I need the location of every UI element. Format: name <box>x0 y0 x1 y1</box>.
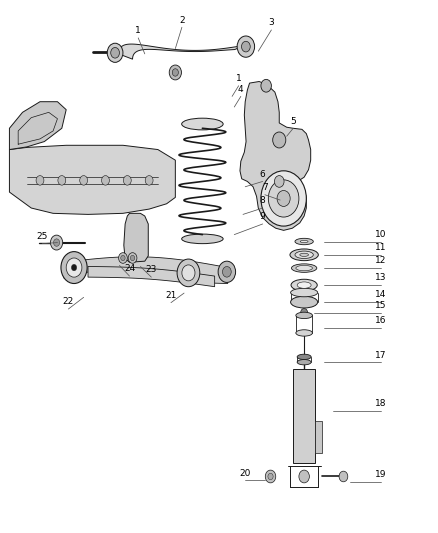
Text: 14: 14 <box>375 290 386 300</box>
Ellipse shape <box>182 118 223 130</box>
Polygon shape <box>10 102 66 150</box>
Circle shape <box>66 258 82 277</box>
Circle shape <box>300 309 307 317</box>
Text: 5: 5 <box>290 117 296 126</box>
Text: 1: 1 <box>236 74 241 83</box>
Polygon shape <box>88 266 215 287</box>
Text: 7: 7 <box>262 183 268 192</box>
Text: 25: 25 <box>36 232 48 241</box>
Ellipse shape <box>300 240 308 243</box>
Text: 21: 21 <box>165 291 177 300</box>
Ellipse shape <box>296 265 312 271</box>
Ellipse shape <box>291 279 317 291</box>
Text: 15: 15 <box>375 301 386 310</box>
Ellipse shape <box>295 251 313 259</box>
Ellipse shape <box>297 360 311 365</box>
Text: 6: 6 <box>260 170 265 179</box>
Circle shape <box>339 471 348 482</box>
Bar <box>293 368 315 463</box>
Circle shape <box>261 79 272 92</box>
Text: 4: 4 <box>238 85 244 94</box>
Ellipse shape <box>182 234 223 244</box>
Polygon shape <box>119 44 244 59</box>
Ellipse shape <box>290 249 318 261</box>
Text: 13: 13 <box>375 273 386 282</box>
Circle shape <box>131 255 135 261</box>
Bar <box>315 421 322 453</box>
Circle shape <box>172 69 178 76</box>
Circle shape <box>36 175 44 185</box>
Ellipse shape <box>295 238 313 245</box>
Circle shape <box>124 175 131 185</box>
Circle shape <box>268 180 299 217</box>
Circle shape <box>237 36 254 57</box>
Polygon shape <box>124 213 148 262</box>
Circle shape <box>169 65 181 80</box>
Text: 8: 8 <box>260 196 265 205</box>
Circle shape <box>223 266 231 277</box>
Ellipse shape <box>296 312 312 319</box>
Circle shape <box>268 473 273 480</box>
Circle shape <box>58 175 66 185</box>
Circle shape <box>128 253 137 263</box>
Circle shape <box>102 175 110 185</box>
Circle shape <box>80 175 88 185</box>
Ellipse shape <box>290 288 318 297</box>
Circle shape <box>145 175 153 185</box>
Circle shape <box>71 264 77 271</box>
Circle shape <box>121 255 125 261</box>
Ellipse shape <box>296 330 312 336</box>
Polygon shape <box>64 257 228 284</box>
Text: 11: 11 <box>375 243 386 252</box>
Circle shape <box>182 265 195 281</box>
Polygon shape <box>240 82 311 230</box>
Circle shape <box>277 190 290 206</box>
Text: 1: 1 <box>135 26 141 35</box>
Text: 20: 20 <box>240 469 251 478</box>
Circle shape <box>241 41 250 52</box>
Circle shape <box>53 239 60 246</box>
Circle shape <box>275 175 284 187</box>
Text: 22: 22 <box>63 297 74 306</box>
Circle shape <box>50 235 63 250</box>
Circle shape <box>273 132 286 148</box>
Text: 17: 17 <box>375 351 386 360</box>
Ellipse shape <box>291 264 317 272</box>
Circle shape <box>107 43 123 62</box>
Text: 9: 9 <box>260 212 265 221</box>
Circle shape <box>218 261 236 282</box>
Text: 10: 10 <box>375 230 386 239</box>
Circle shape <box>177 259 200 287</box>
Text: 2: 2 <box>179 15 185 25</box>
Circle shape <box>261 171 306 226</box>
Text: 18: 18 <box>375 399 386 408</box>
Circle shape <box>111 47 120 58</box>
Circle shape <box>119 253 127 263</box>
Polygon shape <box>10 146 175 214</box>
Text: 24: 24 <box>124 264 135 273</box>
Text: 16: 16 <box>375 316 386 325</box>
Ellipse shape <box>297 354 311 360</box>
Text: 19: 19 <box>375 470 386 479</box>
Text: 23: 23 <box>146 265 157 274</box>
Circle shape <box>61 252 87 284</box>
Text: 12: 12 <box>375 256 386 265</box>
Ellipse shape <box>300 253 308 256</box>
Ellipse shape <box>297 282 311 288</box>
Circle shape <box>265 470 276 483</box>
Ellipse shape <box>290 296 318 308</box>
Circle shape <box>299 470 309 483</box>
Text: 3: 3 <box>268 18 274 27</box>
